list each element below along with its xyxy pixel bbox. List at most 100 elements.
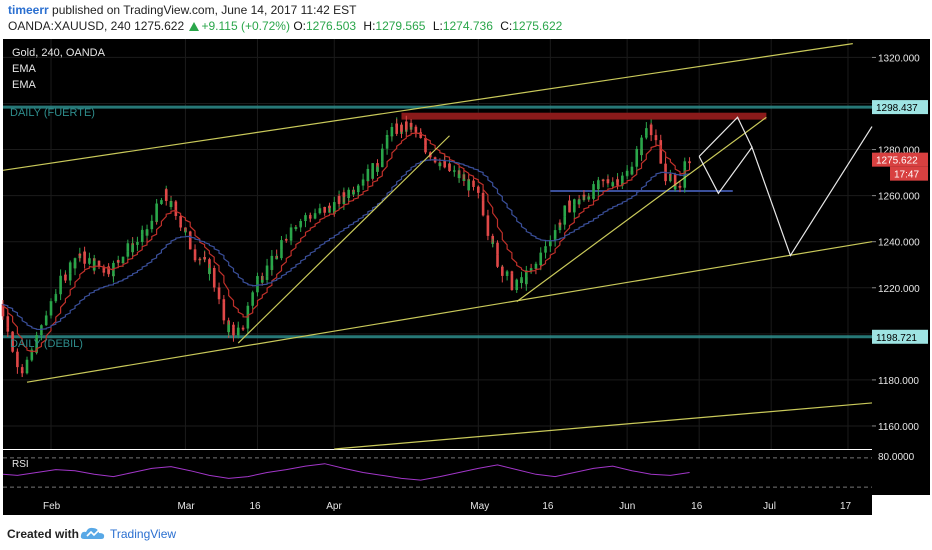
candle [169,197,173,210]
candle [78,252,82,262]
candle-body [212,277,216,288]
candle-body [328,205,331,209]
trendline [26,241,873,383]
candle-body [486,215,490,225]
price-axis[interactable] [872,39,930,495]
candle-body [577,200,581,205]
candle [520,271,523,288]
candle-body [140,230,144,235]
x-tick-label: May [470,501,489,512]
candle-body [558,222,562,225]
candle-body [356,185,360,191]
candle-body [6,327,10,332]
candle [332,196,336,215]
candle-body [635,155,639,167]
candle-body [414,131,418,133]
ema-fast-line [2,132,690,353]
candle [217,286,221,305]
candle [30,347,34,362]
author-link[interactable]: timeerr [8,3,49,17]
trendline [516,116,767,303]
candle-body [630,166,634,175]
tradingview-link[interactable]: TradingView [110,527,177,541]
support-label: DAILY (DEBIL) [10,338,83,350]
candle-body [16,356,19,368]
candle-body [366,168,370,182]
candle [222,299,226,325]
x-tick-label: Apr [326,501,342,512]
candle-body [280,249,283,259]
tradingview-cloud-icon [80,527,105,539]
candle-body [496,242,499,255]
candle [597,176,600,196]
candle-body [73,258,77,269]
candle-body [390,126,394,137]
candle [544,240,547,252]
candle [390,122,394,142]
candle-body [169,201,173,207]
candle-body [582,194,586,197]
candle-body [673,185,677,190]
candle-body [88,258,91,264]
candle-body [601,179,605,182]
candle-body [491,242,495,244]
y-tick-label: 1220.000 [878,284,920,295]
candle [563,205,567,222]
candle [654,131,658,147]
candle [304,212,307,225]
candle-body [313,213,317,215]
candle [337,194,341,207]
candle [448,163,451,172]
candle-body [49,301,53,303]
x-tick-label: 17 [840,501,852,512]
candle-body [179,224,182,228]
candle-body [573,204,576,213]
candle [472,178,475,191]
candle [558,219,562,228]
candle-body [371,163,374,179]
candle [669,172,672,181]
candle-body [232,327,235,336]
candle-body [640,137,643,156]
candle [25,356,29,373]
candle-body [587,197,591,200]
candle [68,260,72,281]
candle-body [688,161,691,164]
candle [198,257,202,264]
candle-body [505,271,509,275]
candle-body [246,305,250,319]
candle [352,188,355,197]
candle-body [342,192,346,197]
candle-body [385,134,389,138]
x-tick-label: 16 [542,501,554,512]
candle-body [323,207,326,213]
candle [462,172,466,181]
candle [678,181,682,190]
candle [59,269,62,296]
candle [83,246,86,269]
candle-body [236,327,240,329]
candle [308,212,312,222]
candle-body [251,292,254,300]
candle [160,197,163,204]
candle-body [83,251,86,264]
candle-body [361,179,365,184]
candle-body [256,276,259,280]
candle-body [97,260,101,266]
candle [323,207,326,216]
candle [208,263,211,281]
rsi-label: RSI [12,459,29,470]
time-axis[interactable] [3,495,872,515]
candle [649,122,653,142]
candle-body [198,258,202,260]
candle-body [563,205,567,217]
chart-panel[interactable]: 1160.0001180.0001200.0001220.0001240.000… [0,38,932,517]
trendline [237,135,450,344]
candle [673,185,677,192]
projection-arrows [698,116,873,257]
candle [361,173,365,185]
candle [501,265,504,283]
candle-body [88,258,91,260]
candle [280,235,283,251]
y-tick-label: 1180.000 [878,376,919,387]
